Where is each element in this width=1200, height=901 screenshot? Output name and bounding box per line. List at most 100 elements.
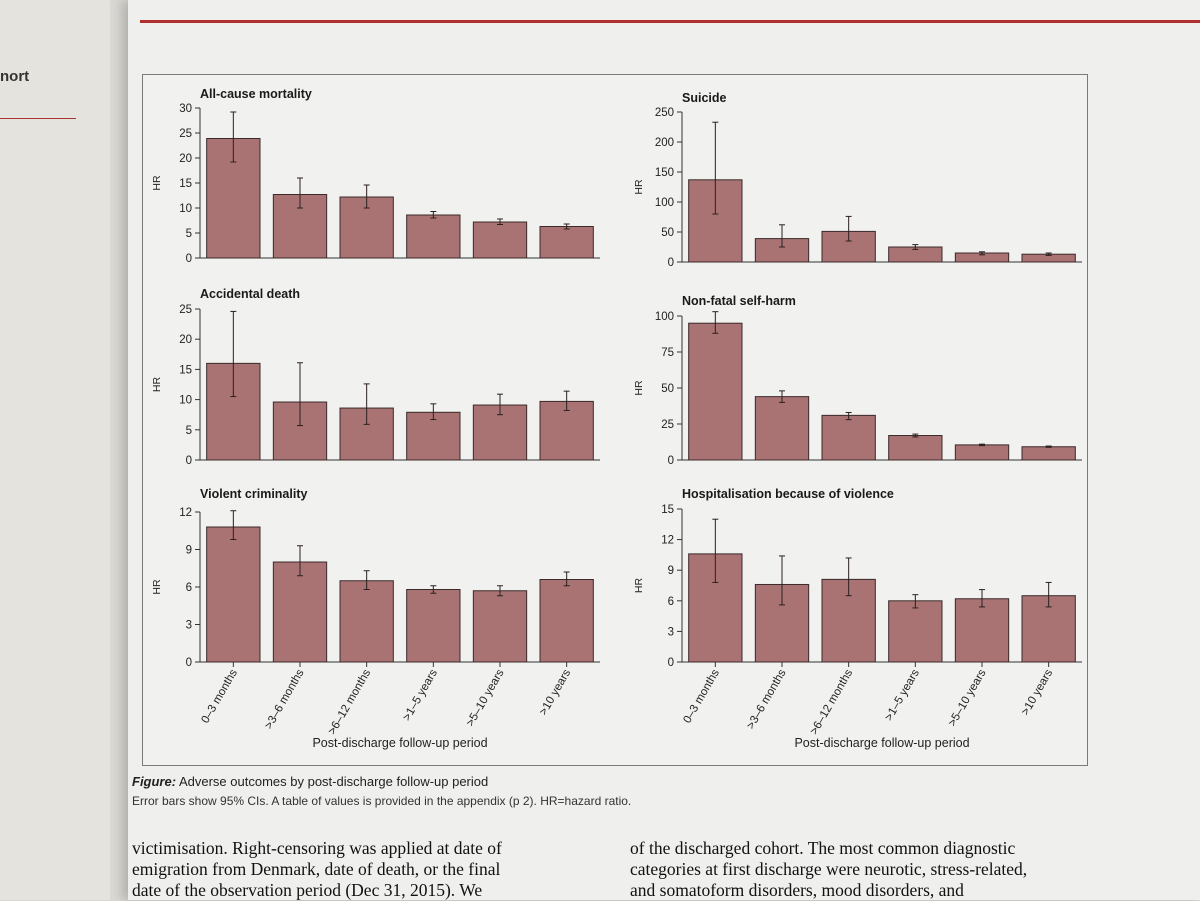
x-tick-label: 0–3 months (681, 667, 722, 725)
y-tick-label: 100 (655, 197, 674, 209)
x-tick-label: >6–12 months (326, 667, 373, 737)
body-column-left: victimisation. Right-censoring was appli… (132, 838, 612, 901)
chart-title: All-cause mortality (200, 87, 312, 101)
y-tick-label: 25 (179, 128, 192, 140)
y-tick-label: 0 (186, 455, 192, 467)
x-tick-label: >5–10 years (946, 667, 988, 728)
x-tick-label: >10 years (1019, 667, 1055, 717)
y-tick-label: 15 (179, 364, 192, 376)
x-axis-label: Post-discharge follow-up period (312, 736, 487, 750)
bar (339, 580, 394, 663)
y-tick-label: 12 (179, 507, 192, 519)
figure-caption-label: Figure: (132, 774, 177, 789)
x-tick-label: 0–3 months (199, 667, 240, 725)
body-line: emigration from Denmark, date of death, … (132, 859, 501, 879)
chart-panel: Accidental death 0 5 10 15 20 25 HR (151, 287, 600, 467)
y-tick-label: 150 (655, 167, 674, 179)
y-tick-label: 75 (661, 347, 674, 359)
chart-panel: Non-fatal self-harm 0 25 50 75 100 HR (633, 294, 1082, 467)
y-tick-label: 10 (179, 203, 192, 215)
x-axis-label: Post-discharge follow-up period (794, 736, 969, 750)
y-tick-label: 6 (186, 582, 192, 594)
body-line: date of the observation period (Dec 31, … (132, 880, 483, 900)
bar (206, 526, 261, 663)
chart-title: Suicide (682, 91, 727, 105)
x-tick-label: >3–6 months (263, 667, 307, 731)
y-tick-label: 25 (179, 304, 192, 316)
chart-title: Violent criminality (200, 487, 307, 501)
y-axis-label: HR (151, 175, 163, 191)
x-tick-label: >10 years (537, 667, 573, 717)
y-tick-label: 3 (186, 620, 192, 632)
y-tick-label: 9 (186, 545, 192, 557)
bar (954, 598, 1010, 663)
bar (754, 396, 810, 461)
y-tick-label: 0 (186, 657, 192, 669)
facing-page: nort (0, 0, 110, 900)
header-rule (140, 20, 1200, 23)
x-tick-label: >6–12 months (808, 667, 855, 737)
body-line: victimisation. Right-censoring was appli… (132, 838, 502, 858)
x-tick-label: >1–5 years (883, 667, 922, 723)
body-line: categories at first discharge were neuro… (630, 859, 1028, 879)
y-axis-label: HR (633, 380, 645, 396)
chart-title: Hospitalisation because of violence (682, 487, 894, 501)
y-axis-label: HR (633, 578, 645, 594)
y-tick-label: 0 (668, 257, 674, 269)
chart-panel: Hospitalisation because of violence 0 3 6 9 1… (633, 487, 1082, 750)
bar (1021, 446, 1076, 461)
bar (821, 414, 876, 461)
x-tick-label: >1–5 years (401, 667, 440, 723)
x-tick-label: >3–6 months (745, 667, 789, 731)
bar (472, 221, 528, 259)
x-tick-label: >5–10 years (464, 667, 506, 728)
chart-title: Non-fatal self-harm (682, 294, 796, 308)
y-tick-label: 20 (179, 153, 192, 165)
y-tick-label: 10 (179, 395, 192, 407)
y-tick-label: 0 (186, 253, 192, 265)
figure-caption-note: Error bars show 95% CIs. A table of valu… (132, 794, 632, 808)
y-tick-label: 5 (186, 425, 192, 437)
body-column-right: of the discharged cohort. The most commo… (630, 838, 1110, 901)
y-tick-label: 6 (668, 596, 674, 608)
bar (688, 322, 743, 461)
y-tick-label: 12 (661, 535, 674, 547)
figure-caption-title: Figure: Adverse outcomes by post-dischar… (132, 774, 488, 789)
bar (888, 435, 943, 461)
y-axis-label: HR (151, 377, 163, 393)
body-line: of the discharged cohort. The most commo… (630, 838, 1016, 858)
facing-page-rule (0, 118, 76, 119)
chart-panel: Suicide 0 50 100 150 200 250 HR (633, 91, 1082, 269)
y-axis-label: HR (633, 179, 645, 195)
y-axis-label: HR (151, 579, 163, 595)
bar (406, 589, 461, 663)
y-tick-label: 5 (186, 228, 192, 240)
bar (272, 561, 328, 663)
y-tick-label: 200 (655, 137, 674, 149)
y-tick-label: 25 (661, 419, 674, 431)
y-tick-label: 15 (179, 178, 192, 190)
bar (539, 579, 594, 663)
bar (406, 411, 461, 461)
y-tick-label: 9 (668, 565, 674, 577)
body-line: and somatoform disorders, mood disorders… (630, 880, 964, 900)
y-tick-label: 250 (655, 107, 674, 119)
y-tick-label: 20 (179, 334, 192, 346)
bar (888, 600, 943, 663)
chart-panel: Violent criminality 0 3 6 9 12 HR 0–3 months >3–… (151, 487, 600, 750)
y-tick-label: 30 (179, 103, 192, 115)
y-tick-label: 0 (668, 657, 674, 669)
bar (954, 444, 1010, 461)
bar (406, 214, 461, 259)
chart-panel: All-cause mortality 0 5 10 15 20 25 30 HR (151, 87, 600, 265)
y-tick-label: 3 (668, 626, 674, 638)
bar (539, 226, 594, 259)
y-tick-label: 100 (655, 311, 674, 323)
bar (472, 590, 528, 663)
facing-page-fragment: nort (0, 68, 30, 85)
y-tick-label: 0 (668, 455, 674, 467)
y-tick-label: 15 (661, 504, 674, 516)
y-tick-label: 50 (661, 227, 674, 239)
chart-title: Accidental death (200, 287, 300, 301)
